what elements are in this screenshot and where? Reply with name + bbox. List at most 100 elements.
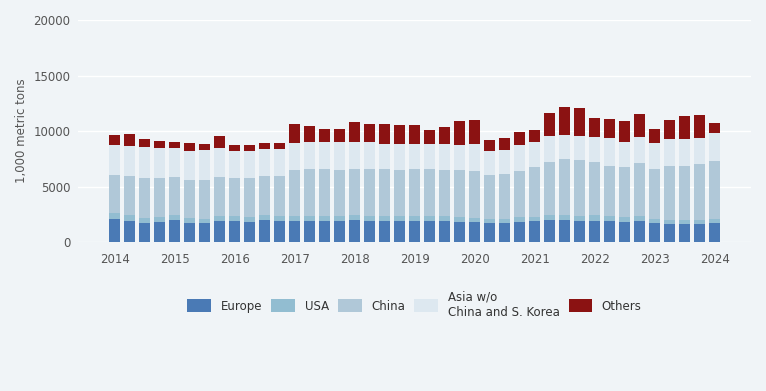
Bar xyxy=(184,218,195,223)
Bar xyxy=(499,219,510,223)
Bar xyxy=(439,144,450,170)
Bar xyxy=(709,219,720,223)
Bar xyxy=(109,135,120,145)
Bar xyxy=(334,170,345,216)
Bar xyxy=(304,221,316,242)
Bar xyxy=(273,149,286,176)
Bar xyxy=(679,139,690,167)
Bar xyxy=(544,113,555,136)
Bar xyxy=(304,142,316,169)
Bar xyxy=(273,221,286,242)
Bar xyxy=(229,221,241,242)
Bar xyxy=(558,220,571,242)
Bar xyxy=(244,145,256,151)
Bar xyxy=(514,133,525,145)
Bar xyxy=(484,151,496,175)
Legend: Europe, USA, China, Asia w/o
China and S. Korea, Others: Europe, USA, China, Asia w/o China and S… xyxy=(183,286,647,323)
Bar xyxy=(469,120,480,144)
Bar xyxy=(304,216,316,221)
Bar xyxy=(679,220,690,224)
Bar xyxy=(214,216,225,221)
Y-axis label: 1,000 metric tons: 1,000 metric tons xyxy=(15,79,28,183)
Bar xyxy=(198,179,211,219)
Bar xyxy=(184,223,195,242)
Bar xyxy=(589,221,601,242)
Bar xyxy=(229,145,241,151)
Bar xyxy=(198,219,211,224)
Bar xyxy=(694,220,705,224)
Bar xyxy=(679,117,690,139)
Bar xyxy=(633,137,646,163)
Bar xyxy=(424,216,435,221)
Bar xyxy=(453,145,466,170)
Bar xyxy=(319,216,330,221)
Bar xyxy=(169,220,181,242)
Bar xyxy=(139,223,150,242)
Bar xyxy=(709,122,720,133)
Bar xyxy=(649,129,660,143)
Bar xyxy=(214,148,225,178)
Bar xyxy=(214,221,225,242)
Bar xyxy=(409,221,421,242)
Bar xyxy=(663,139,676,167)
Bar xyxy=(139,147,150,178)
Bar xyxy=(304,126,316,142)
Bar xyxy=(574,160,585,215)
Bar xyxy=(424,143,435,169)
Bar xyxy=(229,151,241,178)
Bar xyxy=(334,129,345,142)
Bar xyxy=(604,119,615,138)
Bar xyxy=(198,224,211,242)
Bar xyxy=(139,178,150,218)
Bar xyxy=(544,215,555,220)
Bar xyxy=(319,129,330,142)
Bar xyxy=(109,219,120,242)
Bar xyxy=(424,130,435,143)
Bar xyxy=(154,222,165,242)
Bar xyxy=(169,142,181,148)
Bar xyxy=(439,170,450,216)
Bar xyxy=(124,134,136,146)
Bar xyxy=(469,222,480,242)
Bar xyxy=(558,107,571,135)
Bar xyxy=(649,224,660,242)
Bar xyxy=(544,220,555,242)
Bar xyxy=(109,213,120,219)
Bar xyxy=(214,178,225,216)
Bar xyxy=(484,219,496,224)
Bar xyxy=(694,164,705,220)
Bar xyxy=(394,144,405,170)
Bar xyxy=(649,143,660,169)
Bar xyxy=(214,136,225,148)
Bar xyxy=(349,220,361,242)
Bar xyxy=(364,142,375,169)
Bar xyxy=(154,217,165,222)
Bar xyxy=(319,142,330,169)
Bar xyxy=(319,221,330,242)
Bar xyxy=(574,221,585,242)
Bar xyxy=(409,216,421,221)
Bar xyxy=(499,223,510,242)
Bar xyxy=(589,136,601,162)
Bar xyxy=(304,169,316,216)
Bar xyxy=(378,124,391,143)
Bar xyxy=(289,124,300,143)
Bar xyxy=(604,166,615,216)
Bar xyxy=(514,217,525,222)
Bar xyxy=(334,221,345,242)
Bar xyxy=(453,121,466,145)
Bar xyxy=(378,221,391,242)
Bar xyxy=(109,174,120,213)
Bar xyxy=(484,224,496,242)
Bar xyxy=(529,142,541,167)
Bar xyxy=(378,169,391,216)
Bar xyxy=(364,221,375,242)
Bar xyxy=(244,217,256,222)
Bar xyxy=(334,216,345,221)
Bar xyxy=(184,151,195,180)
Bar xyxy=(349,169,361,215)
Bar xyxy=(424,221,435,242)
Bar xyxy=(154,178,165,217)
Bar xyxy=(469,144,480,171)
Bar xyxy=(663,220,676,224)
